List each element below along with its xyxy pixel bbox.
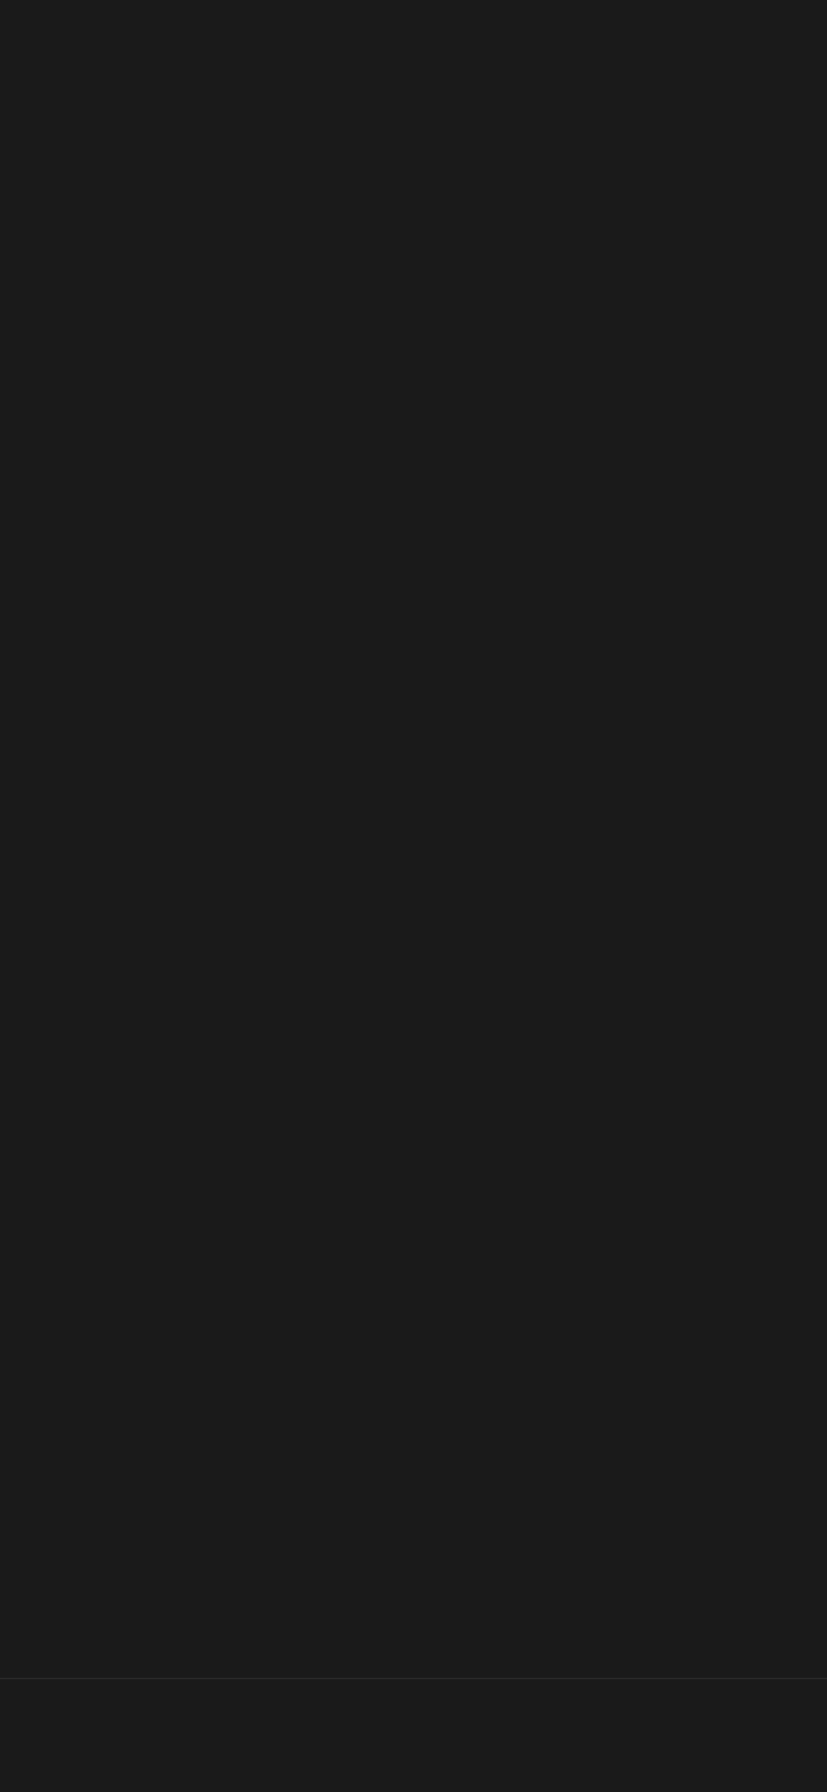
- Text: 1.  Write down the equilibrium constant expression for the following reaction:: 1. Write down the equilibrium constant e…: [33, 435, 518, 448]
- Text: a.   N₂(g) + O₂(g)  ⇌  2 NO(g): a. N₂(g) + O₂(g) ⇌ 2 NO(g): [74, 763, 256, 776]
- Text: Le Chatelier’s Principle in Iron Thiocyanate Equilibrium: Le Chatelier’s Principle in Iron Thiocya…: [12, 401, 427, 414]
- Text: at equilibrium?: at equilibrium?: [33, 973, 143, 986]
- Text: a.   3 O₂(g)  ⇌  2O₃(g): a. 3 O₂(g) ⇌ 2O₃(g): [74, 1025, 209, 1039]
- Text: b.   PCl₅(g)  ⇌  PCl₃(g)  +  Cl₂(g): b. PCl₅(g) ⇌ PCl₃(g) + Cl₂(g): [74, 815, 271, 828]
- Text: Prelab: Prelab: [12, 351, 57, 364]
- Text: systems, as a result of increasing the pressure at constant temperature.: systems, as a result of increasing the p…: [33, 713, 502, 726]
- Text: Le Chatelier's Principle in Iron Thiocyanate Equilibrium: Le Chatelier's Principle in Iron Thiocya…: [221, 319, 606, 333]
- Text: Name: Name: [347, 351, 385, 364]
- Text: c.   CO(g) + Cl₂(g)  ⇌  COCl₂(g): c. CO(g) + Cl₂(g) ⇌ COCl₂(g): [74, 869, 267, 882]
- Text: ΔH = −198.2 kJ: ΔH = −198.2 kJ: [496, 1131, 594, 1143]
- Text: the concentration of CoCl₄²⁻?: the concentration of CoCl₄²⁻?: [33, 543, 216, 556]
- Text: 3.  What effect (shift to the right or left) does an increase in temperature hav: 3. What effect (shift to the right or le…: [33, 953, 735, 968]
- Text: b.   2SO₃(g) + O₂(g)  ⇌  2SO₃(g): b. 2SO₃(g) + O₂(g) ⇌ 2SO₃(g): [74, 1131, 273, 1143]
- Text: ΔH = 284 kJ: ΔH = 284 kJ: [496, 1025, 571, 1039]
- Text: 2.  Using Le Chatelier’s principle, predict the direction of the net reaction in: 2. Using Le Chatelier’s principle, predi…: [33, 695, 716, 708]
- Text: 201: 201: [776, 289, 802, 303]
- Text: Section: Section: [546, 351, 592, 364]
- Text: Co²⁺(aq) + 4 Cl⁻(aq)  ⇌  CoCl₄²⁻(aq): Co²⁺(aq) + 4 Cl⁻(aq) ⇌ CoCl₄²⁻(aq): [165, 477, 390, 489]
- Text: In which direction will the equilibrium shift if you (a) increase the concentrat: In which direction will the equilibrium …: [33, 523, 690, 538]
